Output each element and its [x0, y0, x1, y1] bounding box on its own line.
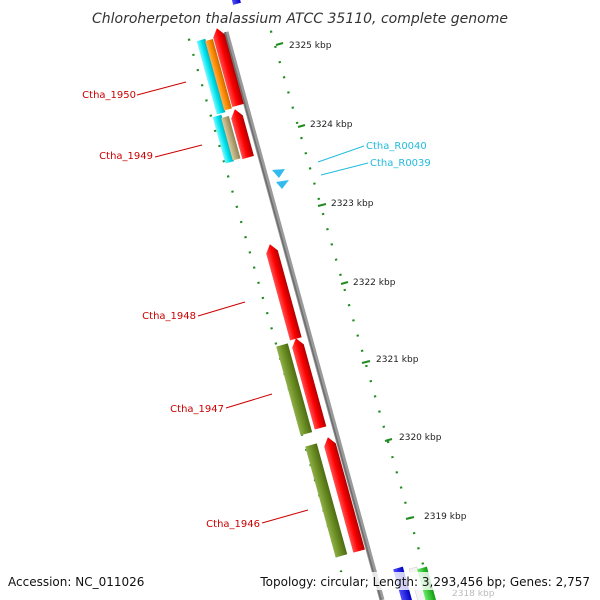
outer-track-tick	[417, 547, 420, 550]
inner-track-tick	[205, 99, 208, 102]
kbp-label-2321: 2321 kbp	[376, 355, 419, 365]
kbp-label-2325: 2325 kbp	[289, 41, 332, 51]
gene-label-ctha-1947[interactable]: Ctha_1947	[170, 404, 224, 415]
inner-track-tick	[235, 205, 239, 209]
inner-track-tick	[192, 53, 195, 57]
outer-track-tick	[391, 455, 394, 459]
outer-track-tick	[330, 243, 334, 246]
inner-track-tick	[261, 296, 265, 300]
gene-feature-blue-top[interactable]	[229, 0, 241, 5]
inner-track-tick	[200, 84, 204, 87]
gene-feature-red-1947[interactable]	[290, 337, 327, 430]
outer-track-tick	[321, 212, 325, 216]
outer-track-tick	[326, 227, 329, 231]
gene-label-ctha-1948[interactable]: Ctha_1948	[142, 311, 196, 322]
outer-track-tick	[287, 91, 290, 94]
outer-track-tick	[421, 562, 425, 565]
inner-track-tick	[222, 159, 226, 163]
genome-backbone	[223, 31, 385, 600]
inner-track-tick	[231, 190, 234, 193]
outer-track-tick	[360, 349, 364, 353]
outer-track-tick	[334, 258, 338, 261]
gene-feature-cyan-2[interactable]	[212, 114, 235, 164]
gene-labels: Ctha_1950 Ctha_1949 Ctha_1948 Ctha_1947 …	[82, 81, 431, 530]
kbp-label-2322: 2322 kbp	[353, 278, 396, 288]
outer-track-tick	[365, 364, 368, 368]
outer-track-tick	[395, 471, 399, 474]
inner-track-tick	[252, 266, 256, 269]
outer-track-tick	[308, 167, 312, 170]
gene-feature-cyan[interactable]	[196, 38, 226, 115]
gene-label-ctha-1950[interactable]: Ctha_1950	[82, 90, 136, 101]
kbp-label-2323: 2323 kbp	[331, 199, 374, 209]
inner-track-tick	[218, 144, 221, 148]
outer-track-tick	[378, 410, 381, 413]
gene-feature-red-1948[interactable]	[264, 243, 302, 341]
outer-track-tick	[399, 486, 403, 489]
outer-track-tick	[343, 288, 347, 292]
outer-track-tick	[295, 121, 299, 125]
map-title: Chloroherpeton thalassium ATCC 35110, co…	[92, 11, 508, 27]
outer-track-tick	[317, 197, 321, 201]
gene-feature-red-1950[interactable]	[211, 27, 244, 108]
outer-track-tick	[369, 379, 373, 383]
outer-track-tick	[404, 501, 407, 504]
gene-feature-red-1949[interactable]	[229, 108, 254, 160]
outer-track-tick	[291, 106, 295, 109]
gene-feature-olive-1946[interactable]	[305, 443, 348, 558]
rna-label-ctha-r0040[interactable]: Ctha_R0040	[366, 141, 427, 152]
outer-track-tick	[269, 30, 273, 33]
gene-label-ctha-1946[interactable]: Ctha_1946	[206, 519, 260, 530]
gene-feature-orange[interactable]	[205, 38, 232, 111]
kbp-ruler: 2325 kbp 2324 kbp 2323 kbp 2322 kbp 2321…	[275, 41, 495, 599]
outer-track-tick	[278, 60, 282, 64]
inner-track-tick	[257, 281, 260, 285]
outer-track-tick	[282, 76, 286, 79]
gene-feature-tan[interactable]	[221, 115, 241, 161]
gene-features	[196, 0, 438, 600]
outer-track-tick	[347, 303, 351, 307]
inner-track-tick	[274, 342, 278, 345]
outer-track-tick	[274, 45, 277, 49]
inner-track-tick	[187, 38, 191, 41]
inner-track-tick	[270, 327, 273, 330]
inner-track-tick	[209, 114, 213, 117]
trna-feature-r0039[interactable]	[276, 180, 289, 189]
accession-text: Accession: NC_011026	[8, 575, 144, 589]
inner-track-tick	[265, 311, 269, 315]
inner-track-tick	[248, 251, 252, 254]
inner-track-tick	[213, 129, 217, 133]
outer-track-tick	[352, 319, 355, 322]
trna-feature-r0040[interactable]	[272, 169, 285, 178]
outer-track-tick	[339, 273, 342, 277]
gene-feature-red-1946[interactable]	[322, 436, 365, 553]
inner-track-tick	[244, 235, 247, 239]
outer-track-tick	[382, 425, 386, 429]
inner-track-tick	[196, 68, 200, 72]
outer-track-tick	[386, 440, 390, 444]
outer-track-tick	[356, 334, 360, 337]
inner-track-tick	[339, 570, 343, 573]
kbp-label-2319: 2319 kbp	[424, 512, 467, 522]
gene-feature-olive-1947[interactable]	[276, 343, 313, 436]
outer-track-tick	[373, 395, 377, 398]
footer-background	[250, 572, 595, 590]
outer-track-tick	[300, 136, 303, 140]
outer-track-tick	[313, 182, 316, 185]
kbp-label-2324: 2324 kbp	[310, 120, 353, 130]
inner-track-tick	[239, 220, 243, 224]
outer-track-tick	[304, 151, 308, 155]
rna-label-ctha-r0039[interactable]: Ctha_R0039	[370, 158, 431, 169]
kbp-label-2318: 2318 kbp	[452, 589, 495, 599]
kbp-label-2320: 2320 kbp	[399, 433, 442, 443]
gene-label-ctha-1949[interactable]: Ctha_1949	[99, 151, 153, 162]
outer-track-tick	[412, 531, 416, 535]
inner-track-tick	[226, 175, 230, 178]
topology-text: Topology: circular; Length: 3,293,456 bp…	[259, 575, 590, 589]
